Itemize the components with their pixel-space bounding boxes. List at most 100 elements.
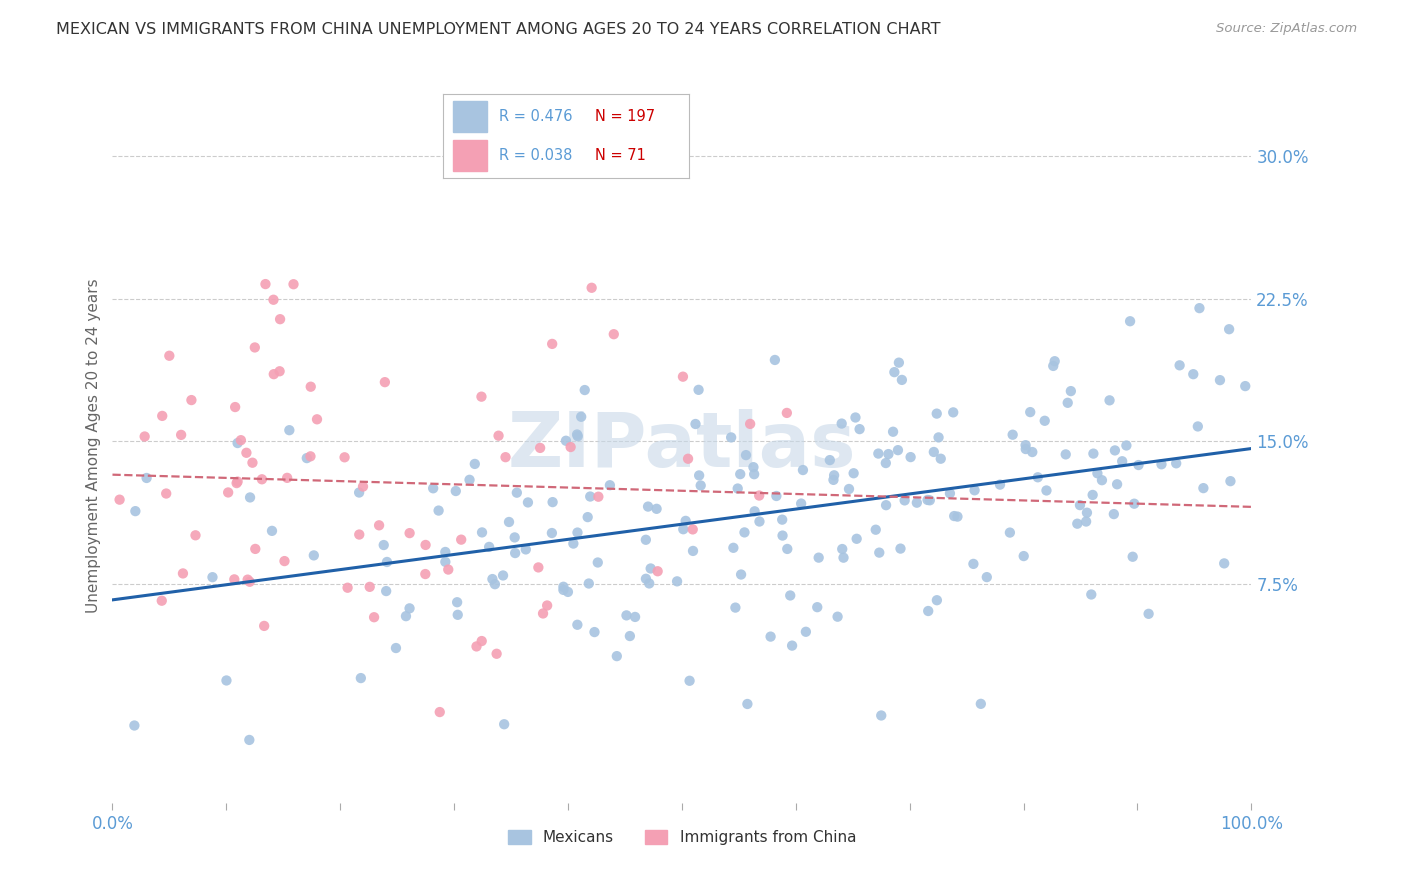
Point — [682, 522, 704, 536]
Point — [889, 541, 911, 556]
Point — [368, 518, 391, 533]
Point — [748, 515, 770, 529]
Point — [1234, 379, 1257, 393]
Point — [273, 554, 295, 568]
Point — [481, 572, 503, 586]
Point — [845, 532, 868, 546]
Point — [887, 356, 910, 370]
Point — [229, 433, 252, 447]
Point — [253, 619, 276, 633]
Point — [998, 525, 1021, 540]
Point — [429, 705, 451, 719]
Point — [1107, 477, 1129, 491]
Point — [1119, 314, 1142, 328]
Point — [790, 497, 813, 511]
Point — [724, 600, 747, 615]
Point — [373, 538, 395, 552]
Point — [848, 422, 870, 436]
Point — [1187, 419, 1209, 434]
Point — [742, 460, 765, 475]
Point — [398, 526, 420, 541]
Point — [1069, 498, 1091, 512]
Point — [1012, 549, 1035, 563]
Point — [506, 485, 529, 500]
Point — [349, 527, 371, 541]
Point — [305, 412, 328, 426]
Point — [624, 610, 647, 624]
Point — [254, 277, 277, 291]
Point — [1218, 322, 1240, 336]
Point — [772, 528, 794, 542]
Point — [838, 482, 860, 496]
Point — [883, 365, 905, 379]
Point — [352, 479, 374, 493]
Point — [976, 570, 998, 584]
Point — [135, 471, 157, 485]
Point — [806, 600, 828, 615]
Point — [1043, 354, 1066, 368]
Point — [1056, 396, 1078, 410]
Point — [734, 525, 756, 540]
Point — [574, 383, 596, 397]
Point — [263, 293, 285, 307]
Text: MEXICAN VS IMMIGRANTS FROM CHINA UNEMPLOYMENT AMONG AGES 20 TO 24 YEARS CORRELAT: MEXICAN VS IMMIGRANTS FROM CHINA UNEMPLO… — [56, 22, 941, 37]
Point — [295, 451, 318, 466]
Point — [215, 673, 238, 688]
Point — [818, 453, 841, 467]
Point — [962, 557, 984, 571]
Point — [536, 599, 558, 613]
Point — [616, 608, 638, 623]
Point — [823, 468, 845, 483]
Point — [730, 567, 752, 582]
Point — [578, 576, 600, 591]
Point — [606, 649, 628, 664]
Point — [157, 349, 180, 363]
Point — [792, 463, 814, 477]
Point — [1081, 488, 1104, 502]
Point — [437, 563, 460, 577]
Point — [555, 434, 578, 448]
Point — [1104, 443, 1126, 458]
Point — [637, 500, 659, 514]
Point — [676, 451, 699, 466]
Point — [1209, 373, 1232, 387]
Point — [302, 549, 325, 563]
Point — [336, 581, 359, 595]
Point — [875, 498, 897, 512]
Point — [374, 375, 396, 389]
Point — [565, 427, 588, 442]
Point — [645, 501, 668, 516]
Point — [1168, 359, 1191, 373]
Point — [579, 490, 602, 504]
Text: R = 0.476: R = 0.476 — [499, 109, 574, 124]
Point — [170, 428, 193, 442]
Point — [946, 509, 969, 524]
Point — [583, 625, 606, 640]
Point — [269, 312, 291, 326]
Point — [634, 533, 657, 547]
Point — [1213, 557, 1236, 571]
Point — [541, 495, 564, 509]
Point — [347, 485, 370, 500]
Point — [299, 380, 322, 394]
Point — [742, 467, 765, 482]
Point — [269, 364, 291, 378]
Point — [744, 504, 766, 518]
Text: N = 197: N = 197 — [596, 109, 655, 124]
Point — [184, 528, 207, 542]
Point — [675, 514, 697, 528]
Point — [1080, 587, 1102, 601]
Point — [516, 495, 538, 509]
Point — [385, 640, 408, 655]
Point — [239, 574, 262, 589]
Point — [1083, 447, 1105, 461]
Point — [224, 573, 246, 587]
Point — [217, 485, 239, 500]
Point — [794, 624, 817, 639]
Point — [831, 417, 853, 431]
Point — [427, 503, 450, 517]
Point — [776, 541, 799, 556]
Point — [963, 483, 986, 498]
Point — [398, 601, 420, 615]
Point — [1066, 516, 1088, 531]
